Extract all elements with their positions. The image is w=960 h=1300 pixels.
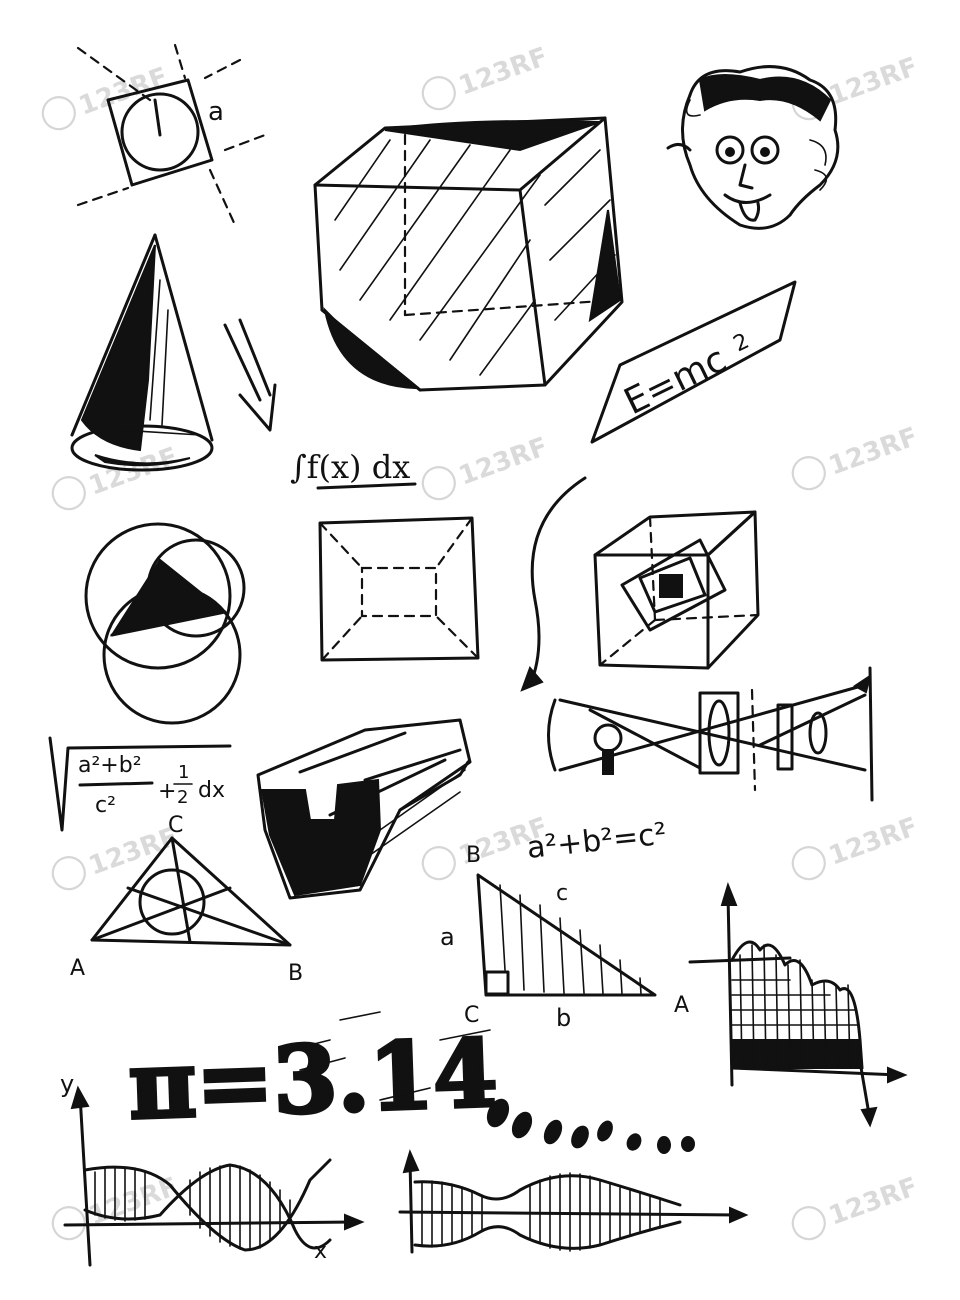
extruded-profile-doodle (256, 718, 472, 900)
root-denominator: c² (95, 793, 116, 818)
einstein-face-doodle (666, 65, 840, 230)
polyhedron-doodle (313, 116, 624, 392)
right-triangle-label-a: a (440, 923, 455, 951)
root-dx: dx (198, 778, 225, 803)
nested-square-doodle (318, 516, 480, 662)
curved-arrow-doodle (520, 476, 587, 692)
right-triangle-corner-a: A (674, 993, 689, 1018)
pythagoras-equation: a²+b²=c² (525, 816, 668, 865)
watermark-text: 123RF (455, 42, 552, 102)
pi-text: π=3.14 (127, 1019, 499, 1140)
dots-trail (486, 1098, 695, 1154)
integral-text: ∫f(x) dx (290, 448, 410, 486)
right-triangle-doodle: B c a b C A (440, 843, 689, 1032)
emc2-exponent: 2 (730, 329, 754, 358)
triangle-label-c: C (168, 813, 183, 838)
incircle-triangle-doodle: C A B (70, 813, 303, 986)
watermark-text: 123RF (825, 812, 922, 872)
circles-triangle-doodle (84, 522, 246, 725)
emc2-text: E=mc (618, 339, 733, 423)
pi-equation-doodle: π=3.14 (125, 1011, 695, 1154)
side-label-a: a (208, 97, 224, 127)
root-fraction-numerator: 1 (178, 762, 189, 783)
watermark-text: 123RF (825, 422, 922, 482)
triangle-label-a: A (70, 956, 85, 981)
grid-curve-doodle (688, 881, 908, 1128)
optics-doodle (547, 666, 874, 802)
wave-graph-right (398, 1149, 749, 1254)
integral-doodle: ∫f(x) dx (290, 448, 417, 490)
root-numerator: a²+b² (78, 753, 142, 778)
watermark-text: 123RF (455, 432, 552, 492)
right-triangle-label-b-top: B (466, 843, 481, 868)
axis-label-y: y (60, 1070, 74, 1098)
nested-cube-doodle (593, 510, 760, 670)
cone-doodle (70, 233, 214, 472)
double-arrow-doodle (223, 318, 277, 432)
watermark-text: 123RF (825, 1172, 922, 1232)
right-triangle-label-b: b (556, 1004, 571, 1032)
right-triangle-corner-c: C (464, 1003, 479, 1028)
root-fraction-denominator: 2 (177, 787, 188, 808)
right-triangle-label-c: c (556, 881, 568, 906)
square-root-doodle: a²+b² c² + 1 2 dx (48, 736, 232, 832)
pythagoras-text: a²+b²=c² (525, 816, 668, 865)
triangle-label-b: B (288, 961, 303, 986)
watermark-text: 123RF (825, 52, 922, 112)
root-plus: + (158, 779, 176, 804)
wave-graph-left: y x (60, 1070, 365, 1267)
emc2-card: E=mc 2 (590, 280, 797, 444)
watermark-text: 123RF (85, 442, 182, 502)
inscribed-circle-square-doodle: a (76, 43, 267, 227)
